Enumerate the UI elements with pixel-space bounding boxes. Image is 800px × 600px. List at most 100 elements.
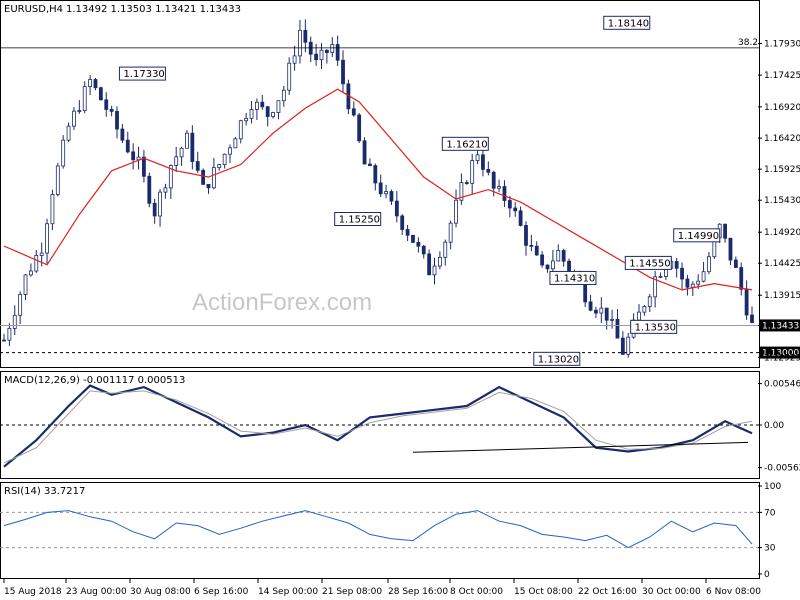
candle-body [518,210,523,226]
candle-body [2,339,6,342]
candle-body [330,44,335,53]
candle-body [637,311,641,321]
swing-label-text: 1.13530 [635,322,676,333]
candle-body [34,255,39,272]
candle-body [93,79,98,89]
swing-label: 1.14990 [673,228,721,243]
swing-label: 1.15250 [334,212,382,227]
candle-body [12,314,17,329]
candle-body [201,169,206,185]
candle-body [147,175,152,204]
rsi-panel-frame [0,482,760,579]
candle-body [174,156,179,166]
candle-body [238,120,243,140]
candle-body [642,306,647,313]
current-price-badge [759,319,800,332]
candle-body [389,191,394,202]
y-tick-label: 1.15430 [764,196,800,206]
candle-body [276,100,281,113]
candle-body [303,29,308,43]
candle-body [733,259,738,268]
candle-body [567,260,571,273]
current-price-text: 1.13433 [762,321,799,331]
swing-label-text: 1.15250 [339,215,380,226]
candle-body [604,307,609,321]
swing-label-box [533,351,581,366]
candle-body [98,87,103,101]
x-tick-label: 6 Sep 16:00 [194,587,249,597]
candle-body [448,222,453,243]
candle-body [233,138,238,149]
candle-body [88,79,93,87]
support-price-badge [759,346,800,359]
candle-body [281,89,286,102]
y-tick-label: 1.14920 [764,228,800,238]
candle-body [674,261,679,269]
y-tick-label: 1.16920 [764,103,800,113]
main-panel-frame [0,0,760,368]
candle-body [55,165,60,195]
swing-label: 1.13020 [533,351,581,366]
swing-label-box [624,255,672,270]
candle-body [271,112,275,117]
candle-body [470,160,475,184]
x-tick-label: 15 Oct 08:00 [514,587,573,597]
candle-body [437,256,442,267]
y-tick-label: 1.16420 [764,134,800,144]
candle-body [464,182,469,184]
macd-trendline [412,441,749,453]
y-tick-label: 1.17930 [764,39,800,49]
candle-body [507,200,512,209]
candle-body [115,110,119,130]
candle-body [454,199,458,224]
candle-body [615,318,620,339]
candle-body [287,62,292,91]
candle-body [324,49,329,53]
candle-body [486,169,491,173]
candle-body [432,265,437,276]
swing-label-box [673,228,721,243]
candle-body [335,44,340,61]
candle-body [72,110,76,127]
candle-body [707,256,711,273]
ohlc-header: 1.13492 1.13503 1.13421 1.13433 [66,4,241,15]
candle-body [626,336,631,355]
candle-body [680,267,684,280]
candle-body [384,191,388,195]
candle-body [497,186,501,189]
candle-body [195,161,200,171]
candle-body [109,109,114,112]
candle-body [400,215,405,230]
support-price-text: 1.13000 [762,349,799,359]
candle-body [39,252,44,256]
candle-body [18,294,23,316]
candle-body [82,86,87,111]
candle-body [120,128,125,141]
macd-tick-label: -0.005621 [764,464,800,474]
candle-body [620,337,625,355]
rsi-tick-label: 70 [764,508,776,518]
candle-body [179,147,184,158]
candle-body [314,53,319,61]
x-tick-label: 15 Aug 2018 [4,587,62,597]
candle-body [185,132,189,149]
candle-body [443,241,448,258]
y-tick-label: 1.14425 [764,259,800,269]
candle-body [125,139,130,153]
candle-body [459,182,464,201]
y-tick-label: 1.13915 [764,291,800,301]
candle-body [685,278,690,288]
candle-body [421,245,426,255]
candle-body [190,132,195,162]
candle-body [583,282,588,303]
rsi-title: RSI(14) 33.7217 [4,486,85,497]
candle-body [255,101,259,110]
x-tick-label: 30 Aug 08:00 [130,587,191,597]
swing-label: 1.13530 [630,319,678,334]
candle-body [152,202,157,217]
swing-label-text: 1.16210 [446,139,487,150]
y-tick-label: 1.15925 [764,165,800,175]
rsi-tick-label: 0 [764,570,770,580]
swing-label-text: 1.14990 [678,231,719,242]
candle-body [728,237,733,261]
